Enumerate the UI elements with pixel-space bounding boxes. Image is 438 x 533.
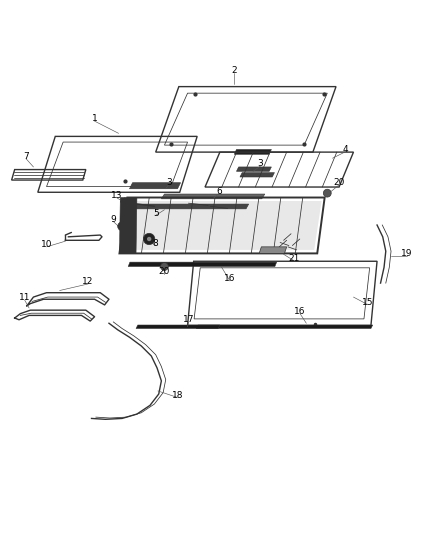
Polygon shape: [237, 167, 272, 171]
Text: 16: 16: [224, 274, 236, 283]
Text: 4: 4: [343, 145, 349, 154]
Circle shape: [144, 233, 155, 245]
Polygon shape: [128, 262, 277, 266]
Text: 21: 21: [288, 254, 300, 263]
Text: 6: 6: [216, 187, 222, 196]
Text: 13: 13: [111, 191, 122, 200]
Polygon shape: [234, 149, 272, 154]
Text: 8: 8: [153, 239, 159, 248]
Text: 5: 5: [153, 209, 159, 218]
Polygon shape: [196, 325, 373, 328]
Polygon shape: [240, 173, 275, 177]
Text: 12: 12: [82, 277, 94, 286]
Text: 20: 20: [159, 267, 170, 276]
Text: 3: 3: [258, 159, 263, 168]
Text: 9: 9: [110, 215, 116, 224]
Circle shape: [160, 263, 168, 270]
Polygon shape: [120, 198, 137, 253]
Text: 17: 17: [183, 315, 194, 324]
Text: 11: 11: [19, 294, 31, 302]
Circle shape: [118, 222, 127, 231]
Text: 3: 3: [166, 177, 172, 187]
Text: 2: 2: [231, 67, 237, 75]
Text: 19: 19: [401, 249, 413, 258]
Polygon shape: [122, 201, 321, 250]
Text: 7: 7: [23, 152, 29, 161]
Text: 20: 20: [333, 178, 345, 187]
Circle shape: [147, 237, 151, 241]
Polygon shape: [128, 204, 249, 209]
Circle shape: [323, 189, 331, 197]
Text: 16: 16: [294, 306, 306, 316]
Polygon shape: [130, 183, 180, 189]
Text: 18: 18: [172, 391, 183, 400]
Text: 15: 15: [362, 298, 373, 307]
Polygon shape: [161, 194, 265, 199]
Text: 1: 1: [92, 115, 97, 124]
Polygon shape: [136, 325, 220, 328]
Polygon shape: [259, 247, 287, 253]
Text: 10: 10: [41, 240, 52, 249]
